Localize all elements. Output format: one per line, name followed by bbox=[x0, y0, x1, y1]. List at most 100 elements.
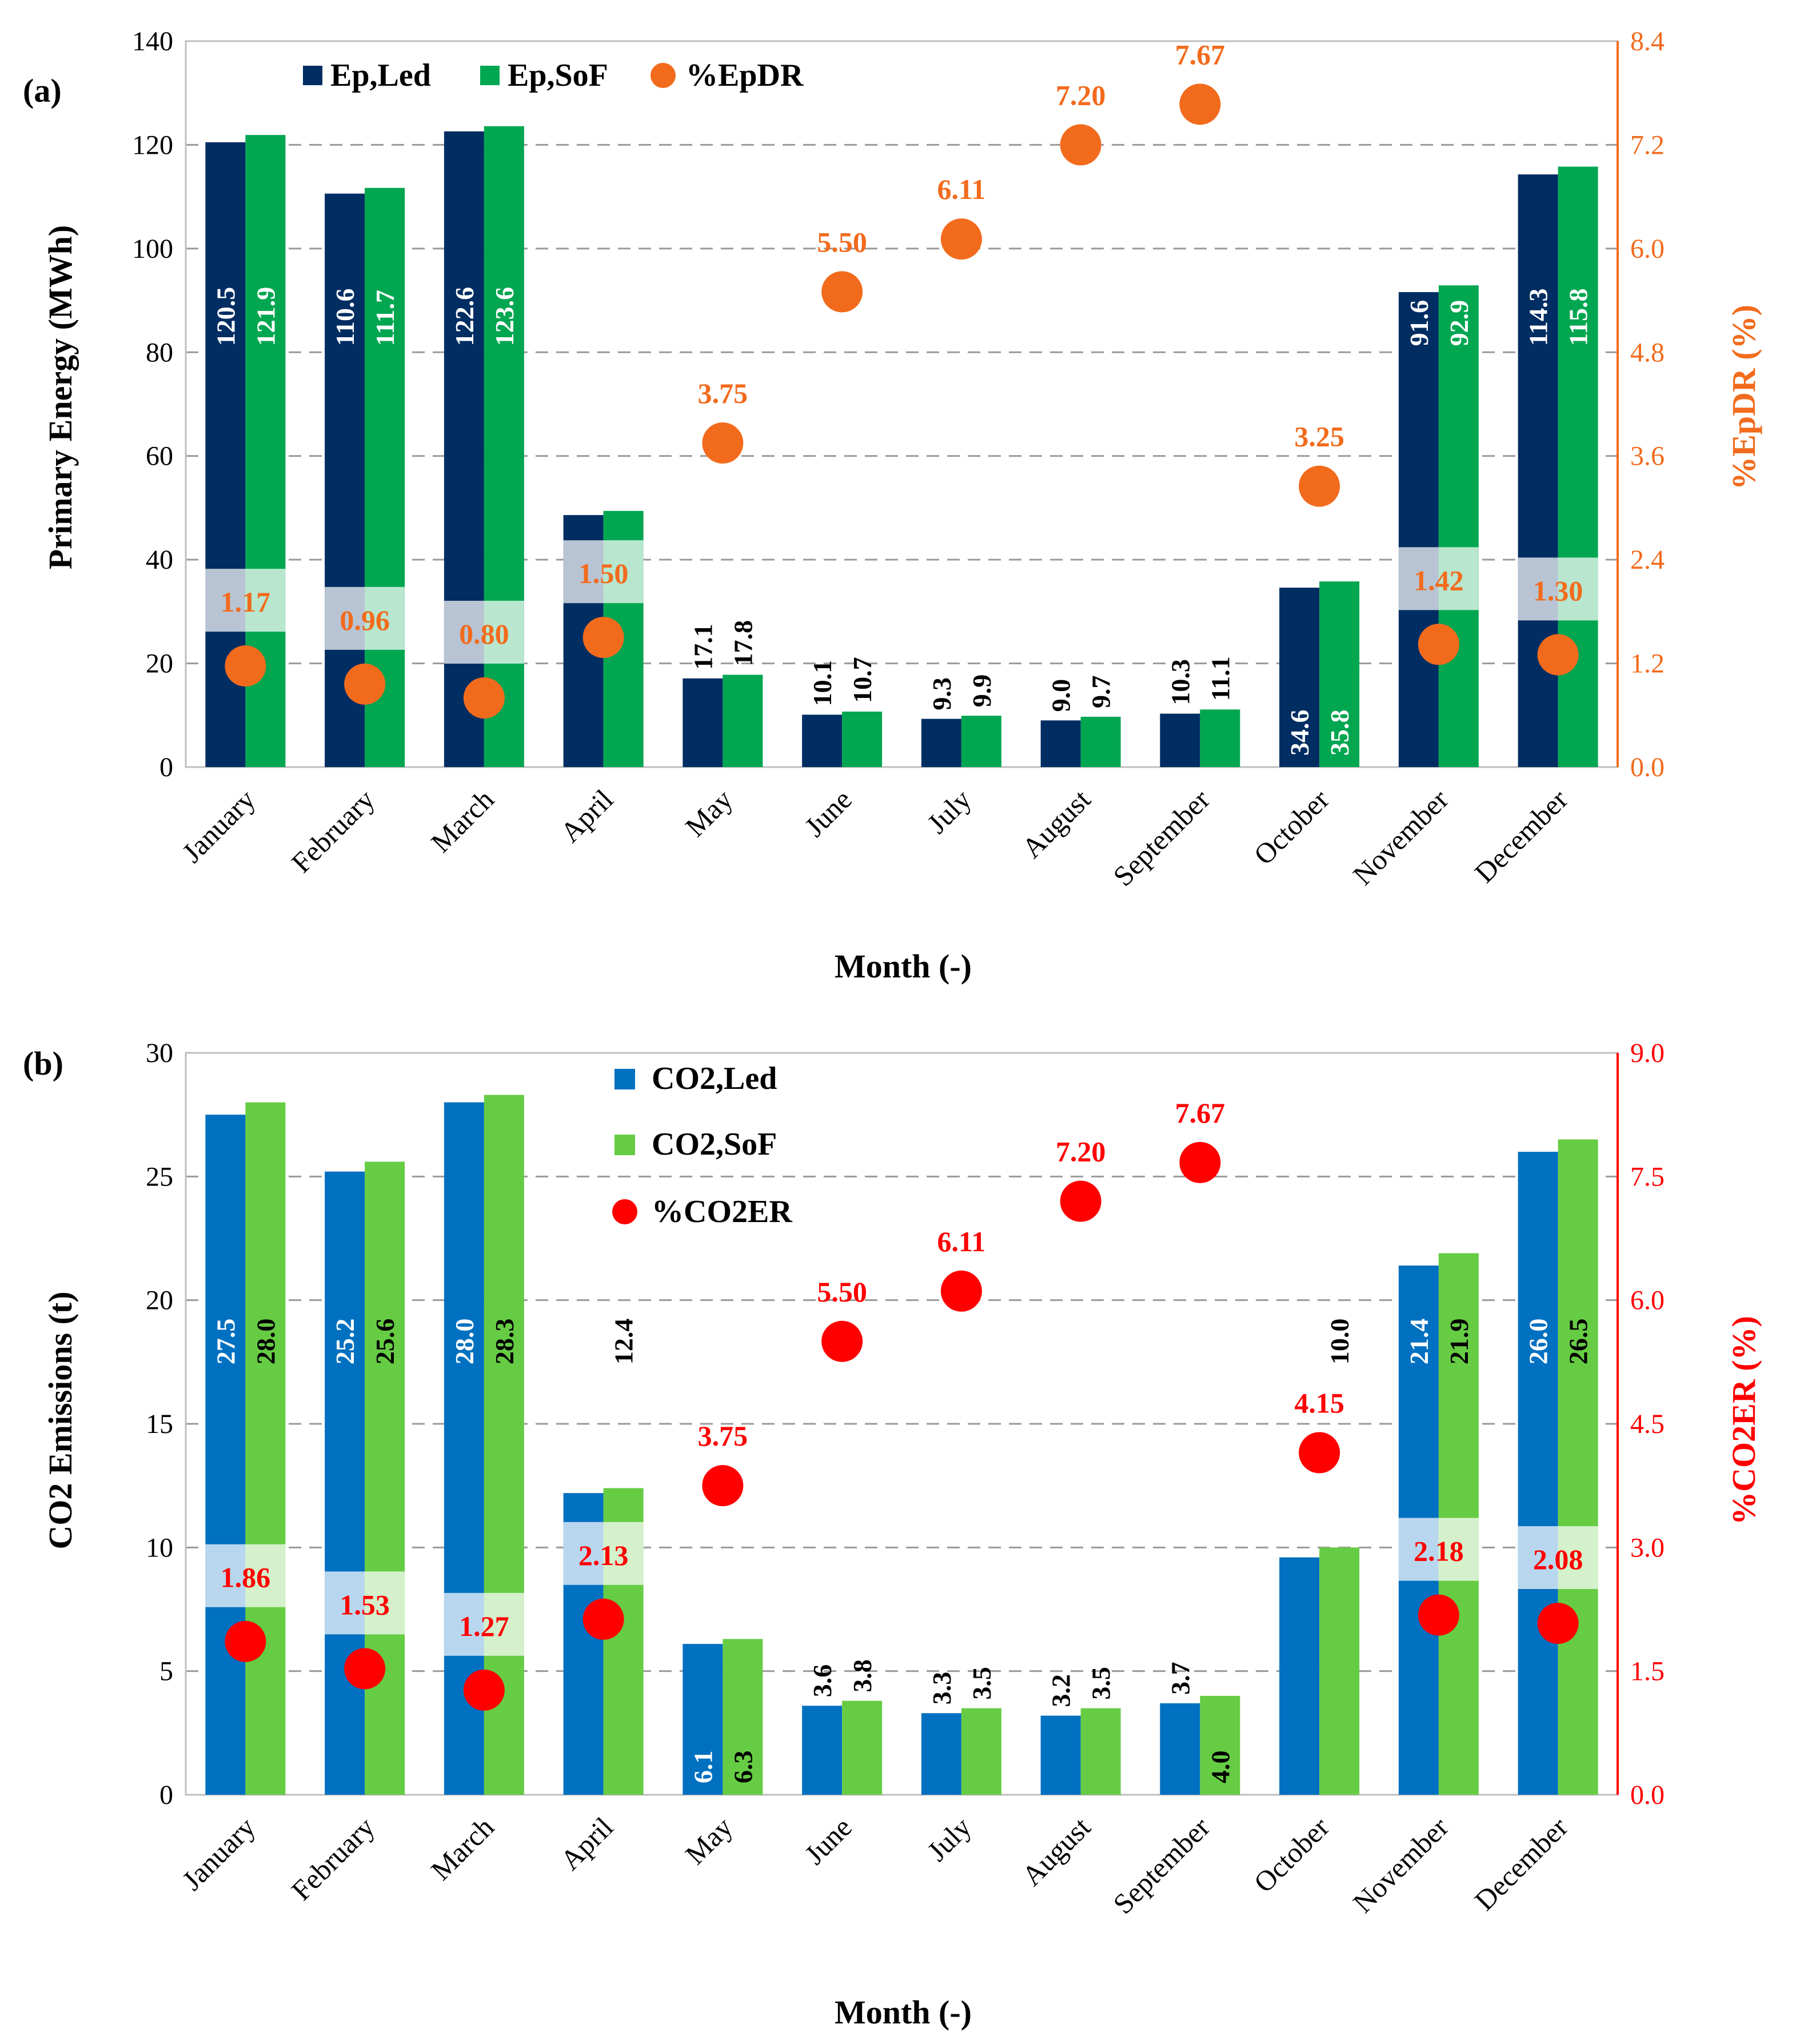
plot-area-b: 0 5 10 15 20 25 30 0.0 1.5 3.0 4.5 6.0 7.5 9.0 1.86 27.… bbox=[146, 1038, 1665, 1920]
bar-data-label: 3.5 bbox=[967, 1667, 996, 1700]
y-tick-label: 5 bbox=[159, 1656, 173, 1687]
label-band bbox=[1398, 547, 1479, 610]
label-band bbox=[205, 569, 286, 632]
bar-data-label: 122.6 bbox=[450, 287, 479, 346]
bar-data-label: 26.0 bbox=[1524, 1319, 1553, 1365]
pct-data-label: 5.50 bbox=[817, 226, 867, 258]
legend-label-epdr: %EpDR bbox=[686, 58, 804, 93]
bar-data-label: 3.7 bbox=[1166, 1662, 1195, 1695]
legend-label-ep-led: Ep,Led bbox=[330, 58, 431, 93]
pct-data-label: 2.08 bbox=[1533, 1543, 1583, 1575]
y2-tick-label: 6.0 bbox=[1630, 234, 1665, 264]
bar-data-label: 34.6 bbox=[1285, 710, 1314, 756]
bar-data-label: 3.5 bbox=[1087, 1667, 1116, 1700]
pct-data-label: 3.75 bbox=[698, 377, 748, 409]
bar-epled bbox=[1160, 713, 1200, 767]
bar-epled bbox=[1518, 174, 1558, 767]
bar-epsof bbox=[723, 674, 763, 767]
bar-data-label: 25.2 bbox=[330, 1319, 360, 1365]
bar-data-label: 92.9 bbox=[1444, 300, 1474, 346]
bar-epled bbox=[444, 131, 484, 767]
bar-co2led bbox=[802, 1706, 843, 1795]
y2-axis-title-a: %EpDR (%) bbox=[1725, 305, 1762, 490]
y-tick-label: 60 bbox=[146, 441, 173, 472]
pct-data-label: 0.80 bbox=[459, 618, 509, 650]
legend-label-ep-sof: Ep,SoF bbox=[508, 58, 608, 93]
bar-data-label: 10.7 bbox=[848, 657, 877, 703]
label-band bbox=[563, 1522, 644, 1585]
y-tick-label: 30 bbox=[146, 1038, 173, 1068]
pct-data-label: 7.20 bbox=[1056, 79, 1106, 111]
bar-co2sof bbox=[365, 1161, 405, 1795]
pct-data-label: 7.67 bbox=[1175, 38, 1226, 70]
bar-data-label: 120.5 bbox=[211, 287, 240, 346]
label-band bbox=[444, 1592, 524, 1656]
bar-epsof bbox=[842, 711, 883, 767]
bar-data-label: 110.6 bbox=[330, 288, 360, 346]
y2-tick-label: 2.4 bbox=[1630, 545, 1665, 575]
panel-tag-b: (b) bbox=[23, 1045, 63, 1082]
y-tick-label: 40 bbox=[146, 545, 173, 575]
pct-data-label: 1.50 bbox=[578, 557, 629, 589]
legend-b: CO2,Led CO2,SoF %CO2ER bbox=[612, 1061, 792, 1229]
y-tick-label: 80 bbox=[146, 337, 173, 368]
bar-co2led bbox=[205, 1115, 246, 1795]
y-tick-label: 0 bbox=[159, 752, 173, 783]
bar-data-label: 27.5 bbox=[211, 1319, 240, 1365]
y2-tick-label: 3.6 bbox=[1630, 441, 1665, 472]
bar-data-label: 6.3 bbox=[728, 1751, 757, 1784]
bar-data-label: 28.0 bbox=[450, 1319, 479, 1365]
bar-co2led bbox=[1518, 1152, 1558, 1795]
bar-co2led bbox=[325, 1171, 365, 1795]
bar-data-label: 17.8 bbox=[728, 620, 757, 666]
x-axis-title-a: Month (-) bbox=[835, 948, 972, 985]
bar-co2sof bbox=[723, 1639, 763, 1795]
bar-data-label: 17.1 bbox=[688, 624, 717, 670]
pct-data-label: 5.50 bbox=[817, 1276, 867, 1308]
pct-data-label: 7.20 bbox=[1056, 1136, 1106, 1168]
bar-co2sof bbox=[1080, 1708, 1121, 1795]
legend-label-co2-sof: CO2,SoF bbox=[652, 1127, 777, 1162]
pct-marker bbox=[940, 1270, 982, 1312]
label-band bbox=[1518, 557, 1598, 621]
legend-swatch-co2er bbox=[612, 1199, 637, 1224]
label-band bbox=[563, 540, 644, 604]
y-tick-label: 20 bbox=[146, 649, 173, 679]
pct-marker bbox=[582, 1598, 624, 1640]
pct-marker bbox=[1537, 1603, 1579, 1644]
y-tick-label: 20 bbox=[146, 1286, 173, 1316]
bar-data-label: 9.0 bbox=[1047, 679, 1076, 712]
bar-data-label: 9.7 bbox=[1087, 676, 1116, 709]
pct-marker bbox=[225, 1620, 266, 1662]
y-tick-label: 15 bbox=[146, 1409, 173, 1439]
legend-swatch-ep-sof bbox=[480, 66, 500, 85]
y2-tick-label: 6.0 bbox=[1630, 1286, 1665, 1316]
legend-swatch-co2-sof bbox=[614, 1135, 635, 1155]
bar-data-label: 21.9 bbox=[1444, 1319, 1474, 1365]
x-axis-title-b: Month (-) bbox=[835, 1994, 972, 2031]
y2-tick-label: 4.5 bbox=[1630, 1409, 1665, 1439]
y-tick-label: 25 bbox=[146, 1161, 173, 1192]
y2-tick-label: 0.0 bbox=[1630, 752, 1665, 783]
bar-data-label: 9.9 bbox=[967, 674, 996, 708]
label-band bbox=[205, 1544, 286, 1607]
pct-marker bbox=[225, 645, 266, 687]
pct-marker bbox=[821, 1320, 863, 1362]
pct-data-label: 6.11 bbox=[937, 173, 986, 205]
bar-data-label: 35.8 bbox=[1325, 710, 1354, 756]
pct-data-label: 1.17 bbox=[221, 586, 271, 618]
y-tick-label: 120 bbox=[132, 130, 173, 160]
bar-data-label: 3.6 bbox=[808, 1664, 837, 1698]
bar-data-label: 9.6 bbox=[1285, 1332, 1314, 1365]
label-band bbox=[444, 601, 524, 664]
bar-data-label: 10.0 bbox=[1325, 1319, 1354, 1365]
bar-co2sof bbox=[842, 1700, 883, 1795]
y-axis-title-a: Primary Energy (MWh) bbox=[42, 225, 79, 569]
pct-marker bbox=[463, 677, 505, 719]
pct-marker bbox=[1060, 1180, 1101, 1222]
y2-tick-label: 7.5 bbox=[1630, 1161, 1665, 1192]
pct-data-label: 1.27 bbox=[459, 1610, 509, 1642]
pct-data-label: 7.67 bbox=[1175, 1097, 1226, 1129]
